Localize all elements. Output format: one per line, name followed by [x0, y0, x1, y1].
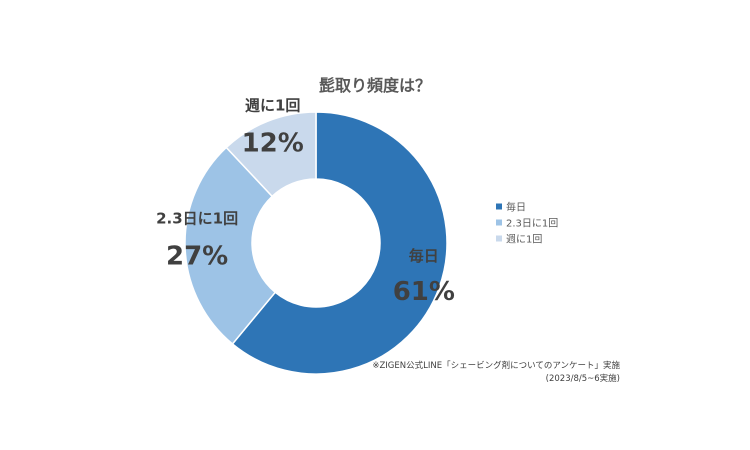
- slice-value-label-3: 12%: [242, 129, 304, 159]
- donut-slice-labels: 毎日 61% 2.3日に1回 27% 週に1回 12%: [156, 97, 455, 307]
- slice-category-label-3: 週に1回: [245, 97, 300, 115]
- source-note-line2: (2023/8/5~6実施): [546, 373, 620, 384]
- donut-slice-2: [184, 146, 277, 345]
- legend-swatch-1: [496, 203, 502, 210]
- source-note-line1: ※ZIGEN公式LINE「シェービング剤についてのアンケート」実施: [372, 360, 620, 371]
- legend-label-3: 週に1回: [506, 234, 542, 246]
- legend-label-2: 2.3日に1回: [506, 218, 558, 230]
- donut-slice-3: [225, 111, 317, 198]
- slice-category-label-2: 2.3日に1回: [156, 210, 238, 228]
- legend-swatch-2: [496, 219, 502, 226]
- donut-slices: [184, 111, 448, 375]
- slice-value-label-2: 27%: [166, 242, 228, 272]
- chart-title: 髭取り頻度は？: [319, 76, 431, 95]
- slice-value-label-1: 61%: [393, 277, 455, 307]
- legend-swatch-3: [496, 235, 502, 242]
- donut-slice-1: [231, 111, 448, 375]
- legend-label-1: 毎日: [506, 201, 526, 214]
- slice-category-label-1: 毎日: [409, 247, 439, 265]
